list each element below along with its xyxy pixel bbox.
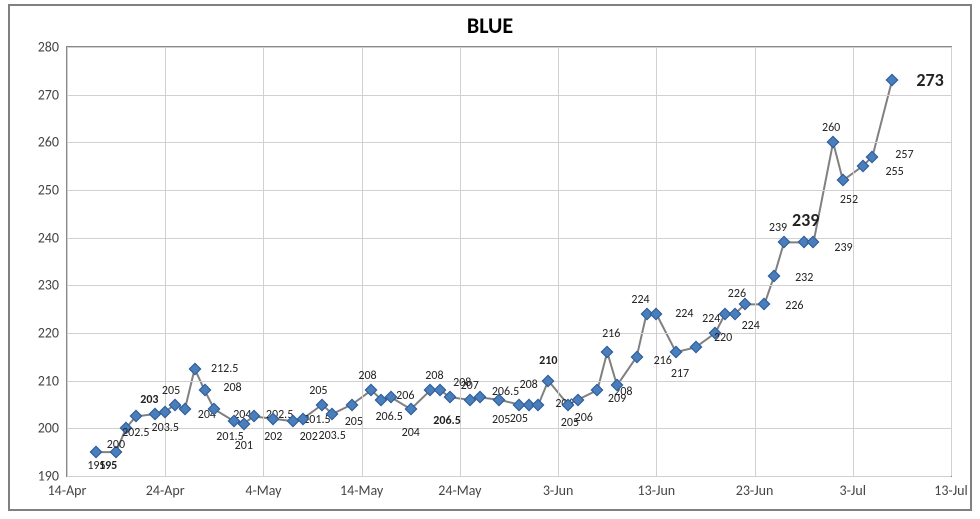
- data-label: 208: [520, 378, 538, 392]
- chart-title: BLUE: [10, 12, 970, 39]
- y-tick: 220: [38, 325, 59, 342]
- data-label: 216: [602, 327, 620, 341]
- gridline-v: [951, 47, 952, 476]
- data-label: 201: [235, 439, 253, 453]
- gridline-v: [656, 47, 657, 476]
- data-label: 257: [895, 148, 913, 162]
- gridline-h: [67, 142, 951, 143]
- data-label: 205: [492, 413, 510, 427]
- data-label: 216: [654, 354, 672, 368]
- gridline-h: [67, 381, 951, 382]
- data-label: 224: [631, 293, 649, 307]
- y-tick: 250: [38, 182, 59, 199]
- gridline-h: [67, 285, 951, 286]
- data-label: 210: [539, 354, 557, 368]
- data-label: 220: [714, 331, 732, 345]
- gridline-h: [67, 428, 951, 429]
- data-label: 208: [223, 381, 241, 395]
- data-label: 217: [671, 367, 689, 381]
- x-tick: 24-May: [438, 482, 481, 499]
- gridline-h: [67, 190, 951, 191]
- gridline-h: [67, 95, 951, 96]
- data-label: 255: [885, 165, 903, 179]
- data-label: 239: [769, 221, 787, 235]
- data-label: 239: [834, 241, 852, 255]
- gridline-h: [67, 476, 951, 477]
- y-tick: 200: [38, 420, 59, 437]
- gridline-v: [460, 47, 461, 476]
- data-label: 205: [345, 415, 363, 429]
- data-label: 232: [795, 271, 813, 285]
- data-label: 273: [916, 69, 943, 91]
- data-label: 205: [162, 384, 180, 398]
- x-tick: 14-May: [340, 482, 383, 499]
- data-label: 203.5: [152, 421, 179, 435]
- data-label: 212.5: [211, 362, 238, 376]
- y-tick: 230: [38, 277, 59, 294]
- data-label: 202: [264, 430, 282, 444]
- data-label: 203.5: [319, 429, 346, 443]
- data-label: 224: [702, 312, 720, 326]
- data-label: 252: [840, 193, 858, 207]
- x-tick: 23-Jun: [736, 482, 774, 499]
- gridline-v: [755, 47, 756, 476]
- data-label: 203: [140, 393, 158, 407]
- gridline-h: [67, 238, 951, 239]
- y-tick: 280: [38, 39, 59, 56]
- data-label: 239: [792, 209, 819, 231]
- x-tick: 14-Apr: [48, 482, 87, 499]
- x-tick: 24-Apr: [146, 482, 185, 499]
- y-tick: 260: [38, 134, 59, 151]
- data-label: 224: [742, 319, 760, 333]
- x-tick: 13-Jul: [934, 482, 968, 499]
- gridline-v: [558, 47, 559, 476]
- data-label: 208: [425, 369, 443, 383]
- gridline-h: [67, 47, 951, 48]
- x-tick: 13-Jun: [638, 482, 676, 499]
- data-label: 200: [107, 438, 125, 452]
- data-label: 205: [309, 384, 327, 398]
- data-label: 206: [396, 389, 414, 403]
- data-label: 206: [575, 411, 593, 425]
- data-label: 209: [608, 392, 626, 406]
- data-label: 205: [510, 412, 528, 426]
- data-label: 202: [300, 430, 318, 444]
- data-label: 226: [785, 299, 803, 313]
- x-tick: 4-May: [245, 482, 281, 499]
- chart-container: BLUE 19020021022023024025026027028014-Ap…: [0, 0, 980, 519]
- chart-frame: BLUE 19020021022023024025026027028014-Ap…: [8, 4, 972, 511]
- data-label: 195: [99, 459, 117, 473]
- gridline-h: [67, 333, 951, 334]
- data-label: 206.5: [433, 414, 461, 428]
- gridline-v: [853, 47, 854, 476]
- gridline-v: [67, 47, 68, 476]
- x-tick: 3-Jul: [840, 482, 866, 499]
- gridline-v: [362, 47, 363, 476]
- data-label: 224: [675, 307, 693, 321]
- y-tick: 240: [38, 229, 59, 246]
- plot-area: 19020021022023024025026027028014-Apr24-A…: [66, 46, 952, 477]
- data-label: 208: [358, 369, 376, 383]
- data-label: 204: [402, 426, 420, 440]
- data-label: 207: [461, 379, 479, 393]
- gridline-v: [263, 47, 264, 476]
- data-label: 206.5: [375, 410, 402, 424]
- y-tick: 270: [38, 86, 59, 103]
- x-tick: 3-Jun: [543, 482, 574, 499]
- data-label: 260: [822, 121, 840, 135]
- y-tick: 210: [38, 372, 59, 389]
- data-label: 202.5: [122, 426, 149, 440]
